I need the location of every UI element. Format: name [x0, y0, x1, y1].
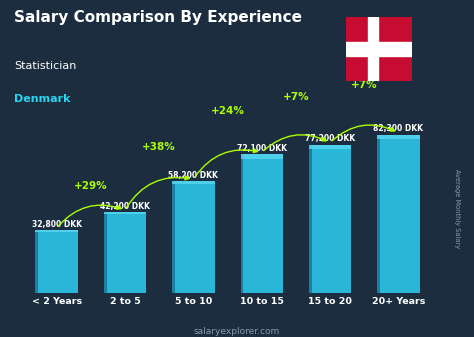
Text: salaryexplorer.com: salaryexplorer.com	[194, 327, 280, 336]
Bar	[377, 135, 380, 293]
Bar	[172, 181, 175, 293]
Bar	[172, 181, 215, 293]
Bar	[172, 181, 215, 184]
Bar	[377, 135, 419, 140]
Text: 58,200 DKK: 58,200 DKK	[168, 171, 218, 180]
Bar	[309, 145, 351, 293]
Bar	[104, 212, 146, 293]
Text: +7%: +7%	[283, 92, 309, 102]
Text: +29%: +29%	[74, 181, 108, 191]
Text: Salary Comparison By Experience: Salary Comparison By Experience	[14, 10, 302, 25]
Text: 72,100 DKK: 72,100 DKK	[237, 144, 287, 153]
Text: Denmark: Denmark	[14, 94, 71, 104]
Text: +38%: +38%	[142, 142, 176, 152]
Text: +7%: +7%	[351, 81, 378, 90]
Bar	[240, 154, 283, 158]
Bar	[346, 42, 412, 56]
Text: Statistician: Statistician	[14, 61, 77, 71]
Text: 32,800 DKK: 32,800 DKK	[32, 220, 82, 229]
Text: Average Monthly Salary: Average Monthly Salary	[455, 170, 460, 248]
Text: +24%: +24%	[210, 106, 245, 116]
Bar	[36, 230, 78, 293]
Bar	[309, 145, 312, 293]
Bar	[36, 230, 38, 293]
Bar	[240, 154, 244, 293]
Bar	[367, 17, 378, 81]
Bar	[240, 154, 283, 293]
Bar	[377, 135, 419, 293]
Bar	[309, 145, 351, 149]
Text: 42,200 DKK: 42,200 DKK	[100, 202, 150, 211]
Text: 77,200 DKK: 77,200 DKK	[305, 134, 355, 143]
Bar	[104, 212, 146, 214]
Bar	[36, 230, 78, 232]
Bar	[104, 212, 107, 293]
Text: 82,300 DKK: 82,300 DKK	[374, 124, 423, 133]
